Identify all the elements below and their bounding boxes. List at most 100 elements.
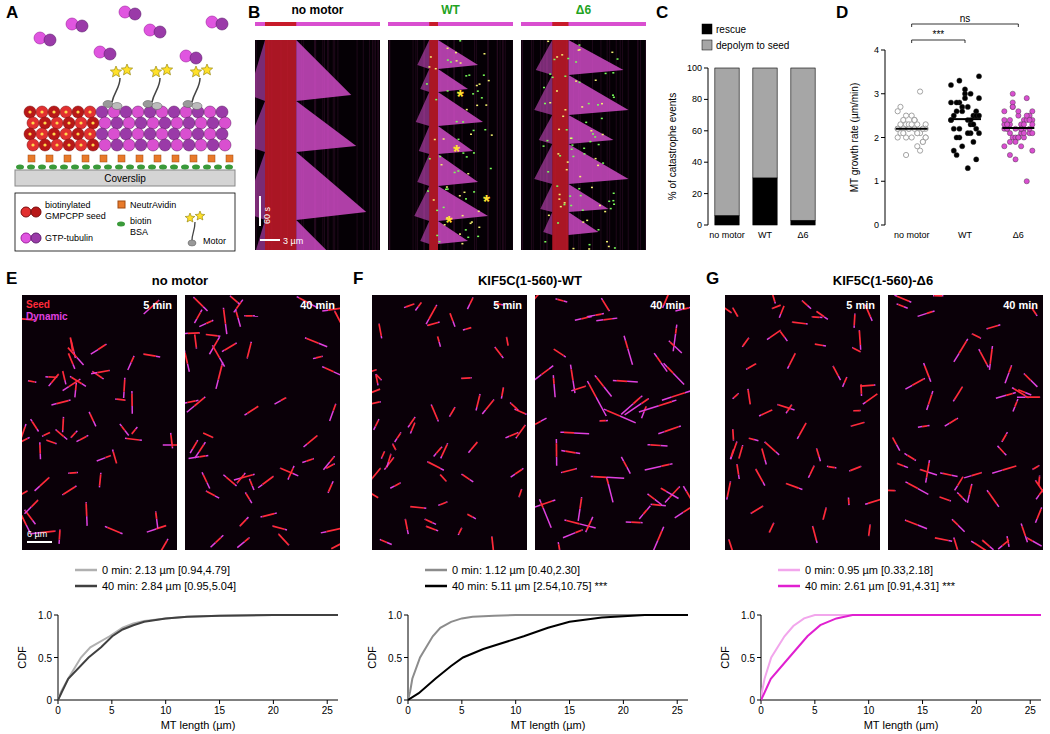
dynamic-filament <box>482 410 485 414</box>
biotin-dot <box>28 110 31 113</box>
seed-filament <box>51 374 58 383</box>
biotin-dot <box>76 110 79 113</box>
dynamic-filament <box>73 364 75 369</box>
dynamic-filament <box>404 306 406 308</box>
y-tick <box>54 615 58 616</box>
data-point <box>1002 144 1007 149</box>
x-tick-label: 5 <box>109 705 115 716</box>
panel-c: rescuedepolym to seed020406080100% of ca… <box>667 24 815 240</box>
dynamic-label: Dynamic <box>26 311 68 322</box>
dynamic-filament <box>730 457 732 459</box>
data-point <box>1016 135 1021 140</box>
seed-filament <box>71 377 81 383</box>
seed-filament <box>912 379 923 385</box>
seed-filament <box>262 514 274 517</box>
motor-speckle <box>483 53 485 55</box>
seed-filament <box>1015 402 1017 407</box>
seed-filament <box>799 423 806 436</box>
dynamic-filament <box>49 383 52 386</box>
dynamic-filament <box>957 549 960 550</box>
dynamic-filament <box>665 498 670 503</box>
biotin-bsa <box>60 165 68 170</box>
dynamic-filament <box>125 430 129 435</box>
dynamic-filament <box>200 310 202 313</box>
dynamic-filament <box>244 473 245 475</box>
dynamic-filament <box>661 363 667 372</box>
dynamic-filament <box>74 390 76 397</box>
motor-speckle <box>459 233 461 235</box>
motor-speckle <box>578 44 580 46</box>
biotin-dot <box>79 143 82 146</box>
dynamic-filament <box>1025 536 1027 542</box>
seed-filament <box>921 470 927 472</box>
dynamic-filament <box>35 381 37 383</box>
micrograph <box>535 295 690 550</box>
kymograph-bar-seed <box>552 22 568 26</box>
seed-filament <box>844 378 846 383</box>
motor-speckle <box>466 109 468 111</box>
data-point <box>951 126 956 131</box>
cdf-line <box>761 615 1041 700</box>
x-tick-label: 25 <box>1025 705 1037 716</box>
seed-tubulin <box>84 128 96 140</box>
motor-speckle <box>588 103 590 105</box>
kymograph-growth <box>569 40 624 75</box>
dynamic-tubulin <box>123 139 135 151</box>
dynamic-filament <box>627 381 638 383</box>
seed-filament <box>556 443 558 457</box>
seed-filament <box>117 398 125 401</box>
x-tick-label: 25 <box>672 705 684 716</box>
dynamic-filament <box>1020 524 1022 527</box>
kymograph-title: Δ6 <box>576 3 592 17</box>
dynamic-filament <box>51 404 56 405</box>
dynamic-filament <box>525 413 526 415</box>
dynamic-filament <box>860 345 862 350</box>
length-scale-bar <box>260 239 280 241</box>
dynamic-filament <box>1012 388 1014 389</box>
motor-speckle <box>597 104 599 106</box>
dynamic-filament <box>535 424 536 431</box>
y-tick <box>704 99 708 100</box>
data-point <box>912 117 917 122</box>
seed-filament <box>563 469 576 472</box>
dynamic-tubulin <box>96 106 108 118</box>
data-point <box>971 122 976 127</box>
kymograph-growth <box>296 101 356 152</box>
tubulin-dimer <box>104 48 116 60</box>
dynamic-filament <box>167 539 168 541</box>
data-point <box>954 100 959 105</box>
tubulin-dimer <box>44 34 56 46</box>
dynamic-filament <box>967 495 969 503</box>
legend-label: NeutrAvidin <box>130 200 176 210</box>
dynamic-filament <box>204 442 206 445</box>
dynamic-filament <box>330 411 334 421</box>
seed-filament <box>462 377 471 379</box>
legend-box <box>15 193 235 251</box>
seed-tubulin <box>51 117 63 129</box>
dynamic-filament <box>736 442 738 443</box>
seed-filament <box>908 483 918 488</box>
dynamic-filament <box>449 415 451 417</box>
dynamic-filament <box>986 328 987 330</box>
x-tick-label: 10 <box>863 705 875 716</box>
motor-speckle <box>581 106 583 108</box>
dynamic-tubulin <box>96 128 108 140</box>
seed-filament <box>1033 466 1038 469</box>
dynamic-filament <box>375 374 377 375</box>
dynamic-filament <box>63 417 65 419</box>
dynamic-filament <box>45 376 48 378</box>
kymograph-growth <box>534 144 552 184</box>
data-point <box>920 139 925 144</box>
motor-speckle <box>564 109 566 111</box>
dynamic-filament <box>733 398 734 399</box>
motor-speckle <box>559 155 561 157</box>
motor-speckle <box>465 75 467 77</box>
legend-label: biotinylated <box>45 200 91 210</box>
motor-speckle <box>462 152 464 154</box>
dynamic-tubulin <box>183 117 195 129</box>
seed-filament <box>813 527 817 540</box>
dynamic-filament <box>585 530 587 532</box>
dynamic-filament <box>437 420 439 422</box>
kymograph-growth <box>543 212 552 235</box>
motor-speckle <box>478 227 480 229</box>
